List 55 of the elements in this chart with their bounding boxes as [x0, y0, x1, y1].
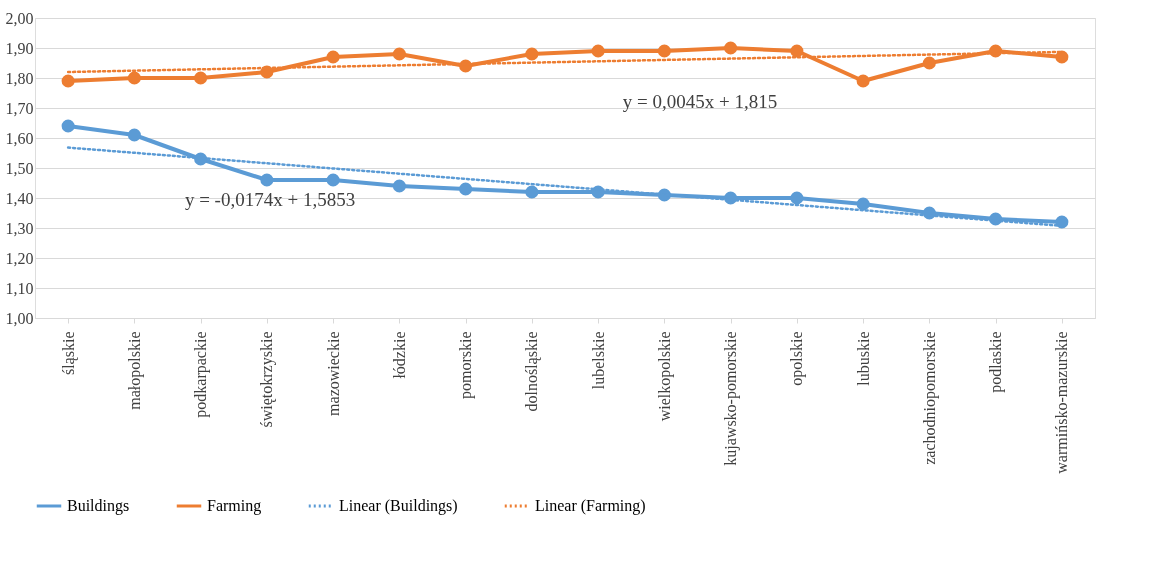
point — [525, 47, 539, 61]
x-tick-label: warmińsko-mazurskie — [1053, 331, 1071, 474]
y-tick-label: 1,40 — [5, 189, 34, 207]
x-tick-label: lubelskie — [589, 331, 607, 390]
point — [591, 44, 605, 58]
legend-label: Farming — [207, 497, 262, 515]
point — [260, 173, 274, 187]
point — [127, 128, 141, 142]
point — [790, 44, 804, 58]
y-tick-label: 1,80 — [5, 69, 34, 87]
point — [326, 173, 340, 187]
x-tick-label: mazowieckie — [324, 331, 342, 416]
point — [61, 119, 75, 133]
y-tick-label: 1,90 — [5, 39, 34, 57]
y-tick-label: 2,00 — [5, 9, 34, 27]
y-tick-label: 1,70 — [5, 99, 34, 117]
x-tick-label: łódzkie — [390, 331, 408, 379]
point — [856, 74, 870, 88]
x-tick-label: świętokrzyskie — [258, 331, 277, 428]
legend-label: Linear (Buildings) — [339, 497, 458, 515]
point — [61, 74, 75, 88]
x-tick-label: podkarpackie — [192, 331, 211, 418]
point — [459, 182, 473, 196]
legend-label: Linear (Farming) — [535, 497, 646, 515]
x-tick-label: śląskie — [59, 331, 78, 376]
legend-label: Buildings — [67, 497, 130, 515]
y-tick-label: 1,20 — [5, 249, 34, 267]
x-tick-label: zachodniopomorskie — [920, 331, 939, 465]
point — [724, 41, 738, 55]
y-tick-label: 1,30 — [5, 219, 34, 237]
annotation: y = -0,0174x + 1,5853 — [184, 189, 356, 210]
point — [326, 50, 340, 64]
x-tick-label: opolskie — [788, 331, 807, 386]
point — [392, 179, 406, 193]
x-tick-label: kujawsko-pomorskie — [722, 331, 741, 466]
point — [525, 185, 539, 199]
x-tick-label: małopolskie — [125, 331, 144, 410]
point — [194, 71, 208, 85]
annotation: y = 0,0045x + 1,815 — [622, 91, 778, 112]
x-tick-label: dolnośląskie — [523, 331, 542, 412]
y-tick-label: 1,50 — [5, 159, 34, 177]
point — [922, 56, 936, 70]
point — [127, 71, 141, 85]
point — [856, 197, 870, 211]
x-tick-label: podlaskie — [987, 331, 1006, 393]
x-tick-label: pomorskie — [457, 331, 476, 400]
point — [790, 191, 804, 205]
y-tick-label: 1,60 — [5, 129, 34, 147]
point — [657, 44, 671, 58]
x-tick-label: lubuskie — [854, 331, 872, 386]
point — [1055, 50, 1069, 64]
y-tick-label: 1,00 — [5, 309, 34, 327]
y-tick-label: 1,10 — [5, 279, 34, 297]
point — [392, 47, 406, 61]
x-tick-label: wielkopolskie — [655, 331, 674, 422]
